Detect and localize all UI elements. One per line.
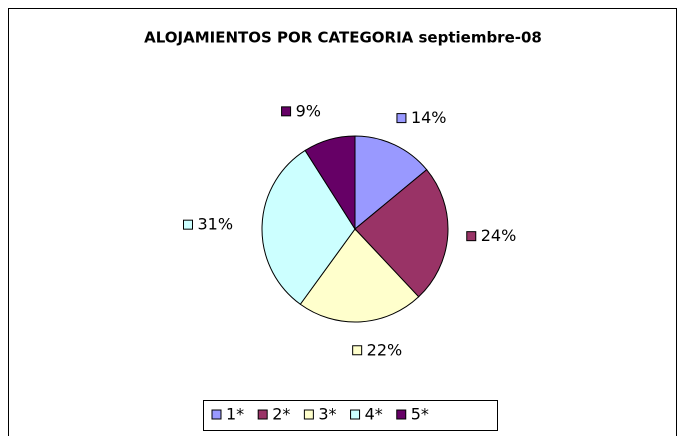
- legend-label: 4*: [365, 405, 383, 424]
- data-label-swatch: [396, 113, 407, 124]
- pie-slice: [261, 149, 356, 305]
- legend-label: 2*: [272, 405, 290, 424]
- pie-slice: [354, 169, 449, 298]
- data-label-swatch: [352, 345, 363, 356]
- pie-slice: [304, 135, 356, 231]
- data-label-swatch: [281, 106, 292, 117]
- data-label: 22%: [367, 340, 403, 359]
- legend-swatch: [303, 409, 314, 420]
- data-label-swatch: [466, 231, 477, 242]
- data-label-swatch: [182, 219, 193, 230]
- legend-label: 5*: [411, 405, 429, 424]
- pie-slice: [299, 228, 420, 323]
- legend-label: 3*: [318, 405, 336, 424]
- data-label: 24%: [481, 226, 517, 245]
- legend-swatch: [211, 409, 222, 420]
- legend-swatch: [396, 409, 407, 420]
- pie-slice: [354, 135, 428, 231]
- data-label: 14%: [411, 108, 447, 127]
- chart-title: ALOJAMIENTOS POR CATEGORIA septiembre-08: [144, 29, 542, 47]
- legend-swatch: [350, 409, 361, 420]
- data-label: 9%: [296, 101, 321, 120]
- data-label: 31%: [197, 215, 233, 234]
- legend-swatch: [257, 409, 268, 420]
- legend-label: 1*: [226, 405, 244, 424]
